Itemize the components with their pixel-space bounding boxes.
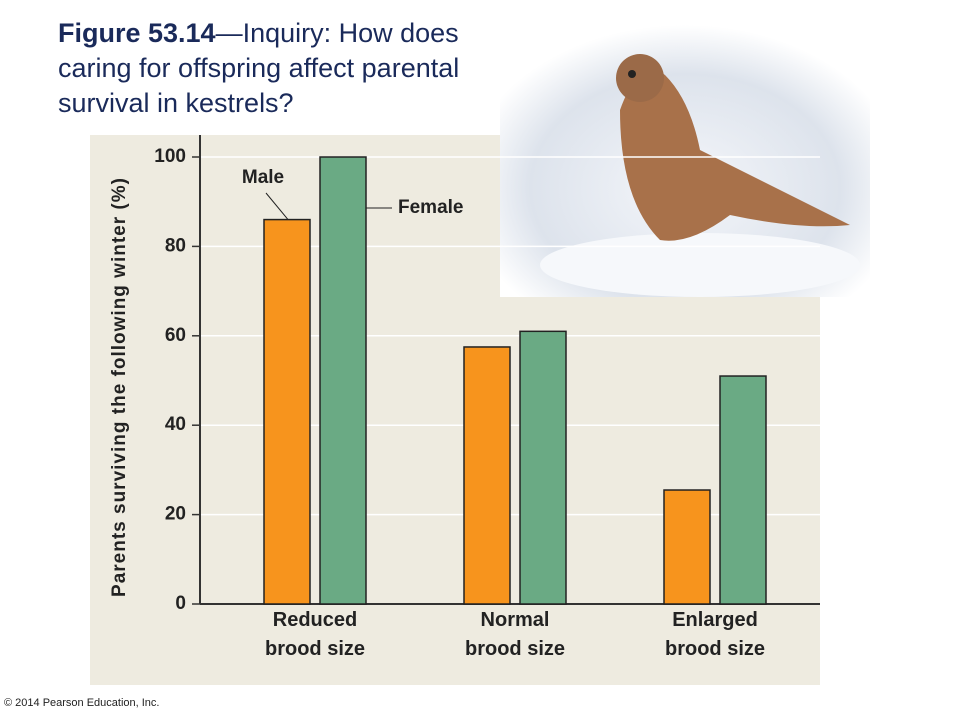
y-tick-label: 60 bbox=[165, 325, 186, 346]
bar bbox=[319, 156, 367, 605]
y-tick-label: 40 bbox=[165, 414, 186, 435]
y-axis-label: Parents surviving the following winter (… bbox=[109, 177, 130, 597]
bar bbox=[263, 218, 311, 605]
bar bbox=[719, 375, 767, 605]
figure-label: Figure 53.14 bbox=[58, 18, 216, 48]
x-tick-label: Reduced brood size bbox=[264, 609, 365, 660]
bar bbox=[463, 346, 511, 605]
y-tick-label: 80 bbox=[165, 235, 186, 256]
x-tick-label: Enlarged brood size bbox=[664, 609, 765, 660]
chart-title: Figure 53.14—Inquiry: How does caring fo… bbox=[58, 16, 538, 121]
bar bbox=[663, 489, 711, 605]
y-tick-label: 20 bbox=[165, 504, 186, 525]
x-tick-label: Normal brood size bbox=[464, 609, 565, 660]
kestrel-photo bbox=[500, 25, 870, 297]
credit: © 2014 Pearson Education, Inc. bbox=[4, 697, 160, 709]
leader-line bbox=[265, 192, 289, 220]
y-tick-label: 0 bbox=[175, 593, 186, 614]
title-text: —Inquiry: How does caring for offspring … bbox=[58, 18, 460, 118]
series-label: Female bbox=[398, 197, 463, 218]
series-label: Male bbox=[242, 167, 284, 188]
y-tick-label: 100 bbox=[154, 146, 186, 167]
bar bbox=[519, 330, 567, 605]
